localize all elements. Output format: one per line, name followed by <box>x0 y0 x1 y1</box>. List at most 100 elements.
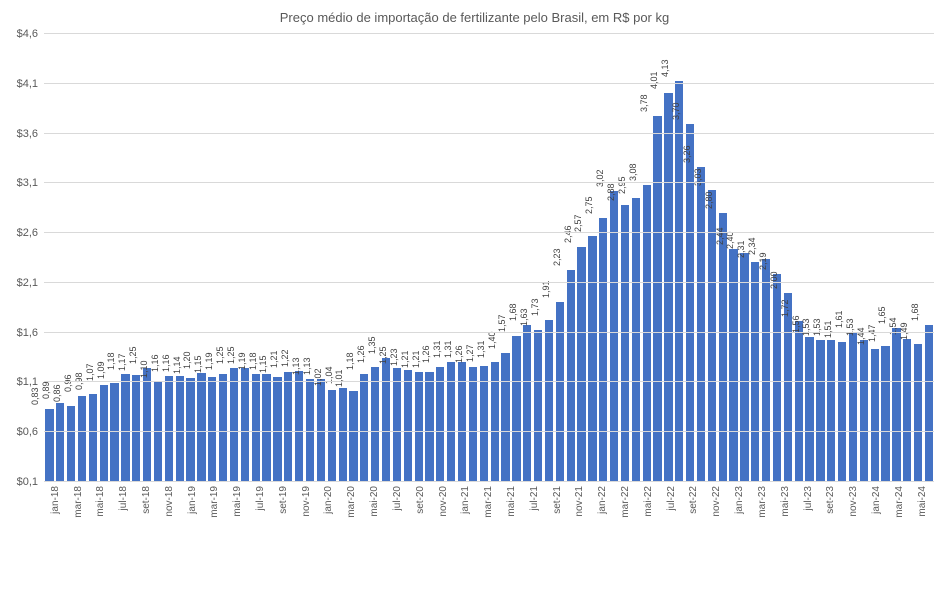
y-tick-label: $4,1 <box>17 78 38 90</box>
x-tick-slot: set-22 <box>683 482 694 582</box>
bar: 1,17 <box>132 375 140 482</box>
x-tick-slot <box>808 482 819 582</box>
bar-slot: 2,23 <box>565 34 576 482</box>
x-tick-slot <box>580 482 591 582</box>
bar-value-label: 0,83 <box>31 388 41 406</box>
bar-slot: 1,49 <box>913 34 924 482</box>
bar: 1,21 <box>415 372 423 483</box>
bar-slot: 0,89 <box>55 34 66 482</box>
bar: 2,23 <box>567 270 575 482</box>
bar-value-label: 3,70 <box>671 102 681 120</box>
bar: 1,61 <box>849 332 857 482</box>
y-tick-label: $0,1 <box>17 476 38 488</box>
x-tick-slot <box>55 482 66 582</box>
bar-value-label: 2,46 <box>563 226 573 244</box>
bar-slot: 1,18 <box>359 34 370 482</box>
bar-slot: 1,15 <box>272 34 283 482</box>
bar: 1,14 <box>186 378 194 482</box>
bar: 1,07 <box>100 385 108 482</box>
gridline <box>44 381 934 382</box>
bar-slot: 3,03 <box>706 34 717 482</box>
x-tick-slot <box>147 482 158 582</box>
y-axis: $0,1$0,6$1,1$1,6$2,1$2,6$3,1$3,6$4,1$4,6 <box>0 34 44 482</box>
bar-slot: 1,31 <box>457 34 468 482</box>
bar: 2,31 <box>751 262 759 482</box>
bar-slot: 2,57 <box>587 34 598 482</box>
bar-slot: 3,70 <box>685 34 696 482</box>
bar: 1,54 <box>903 339 911 482</box>
bar-value-label: 1,73 <box>530 298 540 316</box>
bar: 0,89 <box>56 403 64 482</box>
x-tick-slot: nov-18 <box>158 482 169 582</box>
bar: 1,27 <box>480 366 488 482</box>
bar-value-label: 1,68 <box>508 303 518 321</box>
x-tick-slot <box>420 482 431 582</box>
bar-slot: 4,01 <box>663 34 674 482</box>
x-tick-slot: mai-18 <box>90 482 101 582</box>
bar-slot: 2,88 <box>620 34 631 482</box>
y-tick-label: $4,6 <box>17 28 38 40</box>
bar-value-label: 1,47 <box>867 324 877 342</box>
bar-slot: 2,19 <box>772 34 783 482</box>
bar-value-label: 1,25 <box>226 346 236 364</box>
bar: 1,19 <box>219 374 227 483</box>
x-tick-slot: jan-20 <box>318 482 329 582</box>
bar-value-label: 1,16 <box>150 355 160 373</box>
gridline <box>44 33 934 34</box>
gridline <box>44 332 934 333</box>
bar-value-label: 1,17 <box>118 354 128 372</box>
bar-slot: 1,26 <box>370 34 381 482</box>
bar: 1,57 <box>512 336 520 482</box>
x-tick-slot: jan-19 <box>181 482 192 582</box>
bar-slot: 4,13 <box>674 34 685 482</box>
bar-slot: 1,22 <box>294 34 305 482</box>
x-tick-slot: mar-22 <box>614 482 625 582</box>
bar-value-label: 4,13 <box>661 59 671 77</box>
x-tick-slot <box>398 482 409 582</box>
bar-slot: 1,53 <box>815 34 826 482</box>
gridline <box>44 182 934 183</box>
bar-slot: 1,68 <box>924 34 935 482</box>
bar: 1,26 <box>371 367 379 482</box>
gridline <box>44 431 934 432</box>
bar-value-label: 1,07 <box>85 364 95 382</box>
bar-slot: 1,53 <box>826 34 837 482</box>
bar: 1,25 <box>393 368 401 482</box>
bar: 2,95 <box>632 198 640 482</box>
bar-value-label: 1,21 <box>411 350 421 368</box>
x-tick-slot: nov-23 <box>842 482 853 582</box>
y-tick-label: $3,1 <box>17 177 38 189</box>
x-tick-slot <box>854 482 865 582</box>
bar-slot: 0,86 <box>66 34 77 482</box>
bar: 1,19 <box>252 374 260 483</box>
bar-slot: 1,21 <box>283 34 294 482</box>
x-tick-slot: set-18 <box>135 482 146 582</box>
bar: 1,25 <box>230 368 238 482</box>
bar-value-label: 1,61 <box>834 310 844 328</box>
x-tick-slot: nov-21 <box>569 482 580 582</box>
bar: 2,34 <box>762 259 770 482</box>
x-tick-slot: mai-24 <box>911 482 922 582</box>
bar: 1,53 <box>827 340 835 482</box>
bar: 2,80 <box>719 213 727 482</box>
bar-value-label: 1,25 <box>128 346 138 364</box>
bar-slot: 1,18 <box>120 34 131 482</box>
bar-slot: 1,04 <box>337 34 348 482</box>
bar-slot: 1,13 <box>315 34 326 482</box>
bar-slot: 1,56 <box>804 34 815 482</box>
x-tick-slot <box>284 482 295 582</box>
bar-value-label: 1,31 <box>443 340 453 358</box>
bar-slot: 1,25 <box>239 34 250 482</box>
bar-slot: 1,35 <box>381 34 392 482</box>
x-tick-slot <box>557 482 568 582</box>
bar: 1,63 <box>534 330 542 482</box>
bar: 2,88 <box>621 205 629 482</box>
bar: 1,25 <box>143 368 151 482</box>
bar: 1,16 <box>176 376 184 482</box>
bar: 1,51 <box>838 342 846 482</box>
bar-value-label: 1,26 <box>356 345 366 363</box>
x-tick-slot <box>899 482 910 582</box>
bar-slot: 3,78 <box>652 34 663 482</box>
bar: 3,02 <box>610 191 618 482</box>
bar-slot: 2,00 <box>782 34 793 482</box>
